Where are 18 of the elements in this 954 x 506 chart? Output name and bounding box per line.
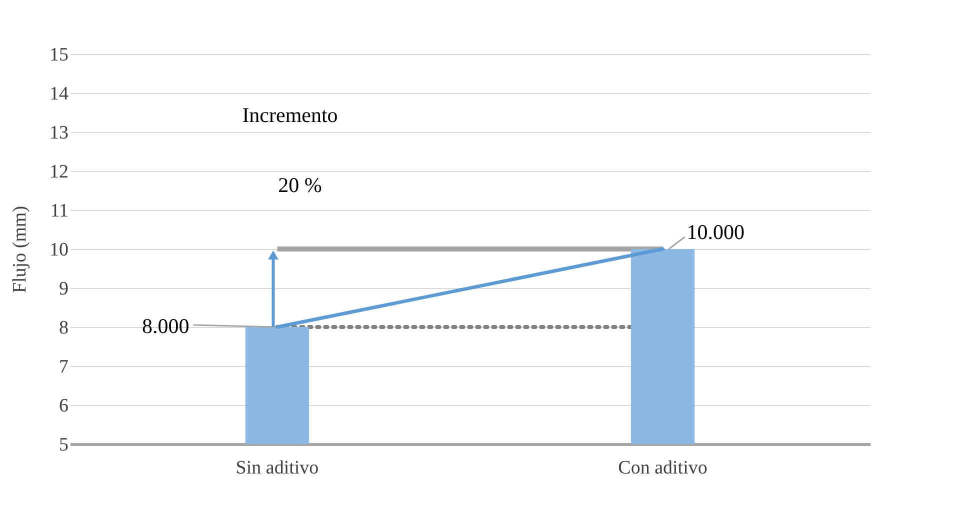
data-label: 10.000 bbox=[686, 220, 745, 244]
data-label: 8.000 bbox=[142, 314, 190, 338]
y-tick-label: 10 bbox=[50, 240, 68, 260]
y-tick-label: 7 bbox=[59, 356, 68, 378]
y-tick-label: 15 bbox=[50, 44, 68, 66]
x-tick-label: Con aditivo bbox=[618, 458, 708, 478]
annotation: 20 % bbox=[278, 173, 322, 197]
annotation: Incremento bbox=[242, 103, 338, 127]
y-tick-label: 8 bbox=[59, 318, 68, 338]
y-tick-label: 12 bbox=[50, 162, 68, 182]
y-tick-label: 5 bbox=[59, 434, 68, 456]
y-tick-label: 9 bbox=[59, 278, 68, 300]
y-tick-label: 13 bbox=[50, 122, 68, 144]
y-tick-label: 6 bbox=[59, 396, 68, 416]
y-axis-title: Flujo (mm) bbox=[10, 206, 30, 294]
y-tick-label: 14 bbox=[50, 84, 69, 104]
x-tick-label: Sin aditivo bbox=[236, 458, 319, 478]
y-tick-label: 11 bbox=[50, 200, 68, 222]
